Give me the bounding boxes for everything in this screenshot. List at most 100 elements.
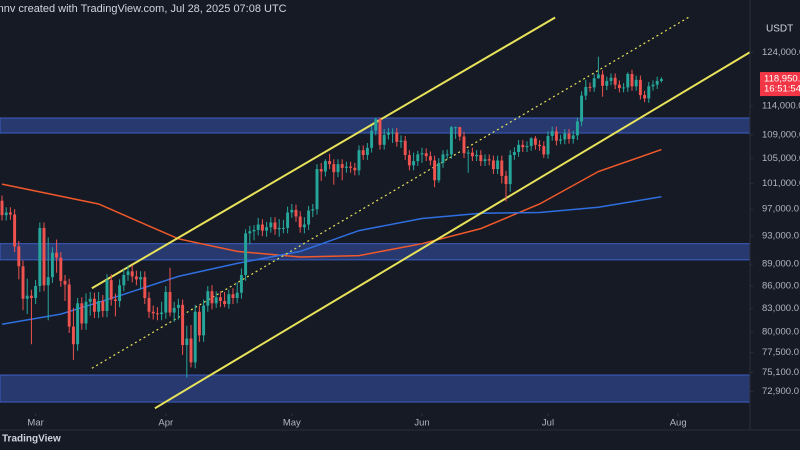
candle-body xyxy=(29,295,33,298)
x-tick-label: Apr xyxy=(158,418,173,429)
candle-body xyxy=(344,166,348,168)
candle-body xyxy=(496,160,500,170)
channel-line xyxy=(154,51,750,410)
candle-body xyxy=(416,154,420,162)
candle-body xyxy=(340,164,344,168)
candle-body xyxy=(202,305,206,336)
candle-body xyxy=(512,151,516,156)
candle-body xyxy=(546,135,550,155)
candle-body xyxy=(470,152,474,157)
candle-body xyxy=(529,138,533,147)
candle-body xyxy=(533,138,537,145)
candle-body xyxy=(643,95,647,99)
candle-body xyxy=(374,119,378,131)
candle-body xyxy=(260,224,264,231)
candle-body xyxy=(336,164,340,173)
candle-body xyxy=(97,301,101,312)
candle-body xyxy=(227,294,231,305)
candle-body xyxy=(655,80,659,85)
candle-body xyxy=(638,79,642,96)
candle-body xyxy=(46,277,50,286)
candle-body xyxy=(189,338,193,363)
candle-body xyxy=(567,133,571,139)
y-tick-label: 86,000.0 xyxy=(762,281,799,292)
candle-body xyxy=(433,160,437,181)
candle-body xyxy=(420,153,424,155)
candle-body xyxy=(218,297,222,302)
candle-body xyxy=(521,144,525,148)
candle-body xyxy=(164,291,168,313)
candle-body xyxy=(139,277,143,280)
candle-body xyxy=(252,229,256,232)
candle-body xyxy=(273,222,277,230)
candle-body xyxy=(80,303,84,324)
candle-body xyxy=(172,307,176,313)
candle-body xyxy=(479,155,483,162)
currency: USDT xyxy=(766,24,793,35)
candle-body xyxy=(424,153,428,157)
candle-body xyxy=(134,276,138,280)
candle-body xyxy=(517,144,521,152)
candle-body xyxy=(101,301,105,311)
footer-brand: TradingView xyxy=(2,434,61,445)
candle-body xyxy=(592,78,596,88)
candle-body xyxy=(588,86,592,88)
candle-body xyxy=(412,161,416,166)
candle-body xyxy=(248,231,252,234)
candle-body xyxy=(92,298,96,312)
candle-body xyxy=(160,312,164,315)
candle-body xyxy=(181,304,185,346)
candle-body xyxy=(210,291,214,304)
y-tick-label: 105,000.0 xyxy=(762,153,800,164)
candle-body xyxy=(575,121,579,136)
candle-body xyxy=(307,210,311,225)
candle-body xyxy=(151,311,155,314)
candle-body xyxy=(361,150,365,156)
candle-body xyxy=(613,77,617,85)
candle-body xyxy=(508,155,512,185)
zone xyxy=(0,243,750,261)
price-tag-label: 118,950.0 xyxy=(764,74,800,85)
candle-body xyxy=(622,87,626,89)
candle-body xyxy=(634,79,638,87)
candle-body xyxy=(370,130,374,148)
y-tick-label: 114,000.0 xyxy=(762,101,800,112)
candle-body xyxy=(311,209,315,211)
y-tick-label: 80,000.0 xyxy=(762,327,799,338)
x-tick-label: Jun xyxy=(414,418,429,429)
candle-body xyxy=(319,169,323,172)
candle-body xyxy=(109,280,113,300)
candle-body xyxy=(122,274,126,286)
candle-body xyxy=(554,131,558,141)
candle-body xyxy=(197,311,201,336)
candle-body xyxy=(487,159,491,161)
moving-average xyxy=(1,148,662,258)
candle-body xyxy=(25,295,29,299)
candle-body xyxy=(168,291,172,313)
candle-body xyxy=(353,167,357,171)
y-tick-label: 77,500.0 xyxy=(762,347,799,358)
candle-body xyxy=(21,266,25,299)
candle-body xyxy=(231,294,235,298)
candle-body xyxy=(206,291,210,306)
candle-body xyxy=(365,147,369,156)
candle-body xyxy=(403,140,407,156)
candle-body xyxy=(113,299,117,302)
candle-body xyxy=(126,271,130,275)
price-tag xyxy=(760,72,800,97)
candle-body xyxy=(491,160,495,170)
candle-body xyxy=(193,311,197,363)
candle-body xyxy=(147,297,151,312)
candle-body xyxy=(596,74,600,79)
candle-body xyxy=(42,227,46,286)
y-tick-label: 124,000.0 xyxy=(762,47,800,58)
candle-body xyxy=(559,139,563,141)
candle-body xyxy=(315,169,319,210)
candle-body xyxy=(601,74,605,86)
candle-body xyxy=(475,155,479,157)
candle-body xyxy=(542,146,546,155)
y-tick-label: 93,000.0 xyxy=(762,231,799,242)
candle-body xyxy=(441,154,445,163)
